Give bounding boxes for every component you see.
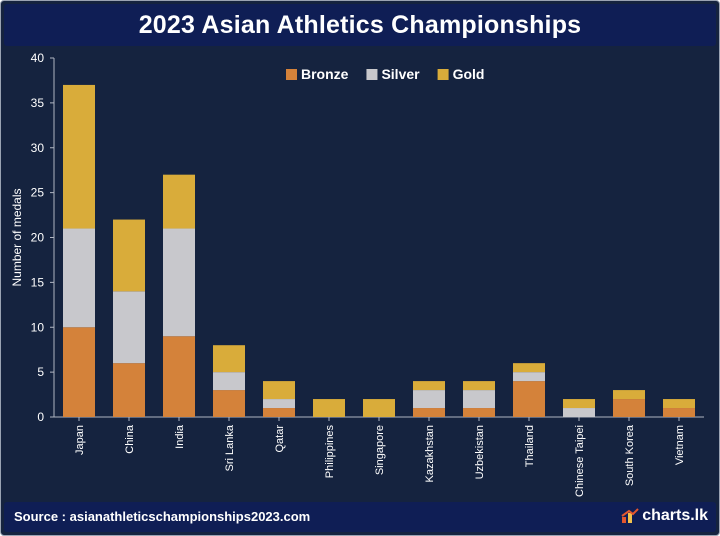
brand-text: charts.lk <box>642 507 708 524</box>
chart-title: 2023 Asian Athletics Championships <box>138 10 582 39</box>
footer-bar: Source : asianathleticschampionships2023… <box>4 502 716 532</box>
y-tick-label: 5 <box>37 365 44 379</box>
legend-label-gold: Gold <box>453 66 485 82</box>
bar-gold <box>163 174 195 229</box>
bar-gold <box>63 84 95 229</box>
x-tick-label: China <box>124 424 136 454</box>
plot-area: 0 5 10 15 20 25 30 35 40 Number of medals Japan Chi… <box>4 48 716 500</box>
legend-label-bronze: Bronze <box>301 66 349 82</box>
bar-gold <box>413 381 445 391</box>
legend-swatch-silver <box>366 69 378 80</box>
x-tick-label: Kazakhstan <box>424 425 436 482</box>
bar-gold <box>663 399 695 409</box>
x-tick-label: Thailand <box>524 425 536 467</box>
x-tick-label: South Korea <box>624 424 636 486</box>
bar-gold <box>563 399 595 409</box>
y-tick-label: 15 <box>31 275 45 289</box>
medal-chart: 0 5 10 15 20 25 30 35 40 Number of medals Japan Chi… <box>10 51 704 497</box>
bar-silver <box>163 228 195 337</box>
bar-gold <box>613 390 645 400</box>
bar-bronze <box>463 408 495 417</box>
bar-bronze <box>113 363 145 417</box>
bar-gold <box>113 219 145 292</box>
bar-bronze <box>213 390 245 417</box>
bar-silver <box>563 408 595 417</box>
x-tick-label: Singapore <box>374 425 386 475</box>
chart-logo-icon <box>621 508 639 523</box>
bar-bronze <box>163 336 195 417</box>
bar-silver <box>413 390 445 409</box>
y-tick-label: 10 <box>31 320 45 334</box>
x-tick-label: Uzbekistan <box>474 425 486 479</box>
x-tick-label: Philippines <box>324 425 336 479</box>
x-tick-label: India <box>174 424 186 449</box>
y-tick-label: 20 <box>31 231 45 245</box>
bar-bronze <box>513 381 545 417</box>
bar-silver <box>113 291 145 364</box>
y-tick-label: 30 <box>31 141 45 155</box>
y-axis-title: Number of medals <box>10 188 24 286</box>
y-tick-label: 0 <box>37 410 44 424</box>
x-tick-label: Vietnam <box>674 425 686 465</box>
x-tick-label: Japan <box>74 425 86 455</box>
legend-swatch-gold <box>437 69 449 80</box>
y-tick-label: 40 <box>31 51 45 65</box>
bar-silver <box>213 372 245 391</box>
x-tick-label: Chinese Taipei <box>574 425 586 497</box>
legend-label-silver: Silver <box>381 66 420 82</box>
bar-silver <box>63 228 95 328</box>
source-text: Source : asianathleticschampionships2023… <box>14 509 311 524</box>
legend-swatch-bronze <box>286 69 297 80</box>
bar-bronze <box>63 327 95 417</box>
x-tick-label: Qatar <box>274 425 286 453</box>
x-tick-label: Sri Lanka <box>224 424 236 471</box>
bar-silver <box>513 372 545 382</box>
bar-gold <box>463 381 495 391</box>
bar-silver <box>263 399 295 409</box>
bar-bronze <box>413 408 445 417</box>
bar-silver <box>463 390 495 409</box>
bar-gold <box>263 381 295 400</box>
brand-logo: charts.lk <box>621 507 708 525</box>
bar-bronze <box>663 408 695 417</box>
y-tick-label: 25 <box>31 186 45 200</box>
bar-bronze <box>263 408 295 417</box>
bar-bronze <box>613 399 645 417</box>
bar-gold <box>363 399 395 417</box>
bar-gold <box>313 399 345 417</box>
bar-gold <box>513 363 545 373</box>
title-bar: 2023 Asian Athletics Championships <box>4 4 716 46</box>
y-tick-label: 35 <box>31 96 45 110</box>
bar-gold <box>213 345 245 373</box>
